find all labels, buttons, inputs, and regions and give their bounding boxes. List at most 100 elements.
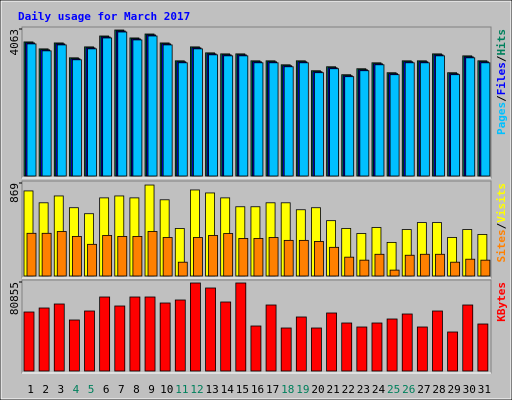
x-tick-label: 6: [103, 383, 110, 396]
x-tick-label: 16: [251, 383, 264, 396]
chart-title: Daily usage for March 2017: [18, 10, 190, 23]
legend-entry: Files: [495, 62, 508, 95]
x-tick-label: 10: [160, 383, 173, 396]
x-tick-label: 2: [42, 383, 49, 396]
bar: [223, 233, 234, 277]
bar: [268, 62, 279, 177]
legend: Sites/Visits: [495, 183, 508, 263]
bar: [162, 237, 173, 277]
bar: [326, 312, 337, 372]
x-tick-label: 25: [387, 383, 400, 396]
bar: [450, 261, 461, 277]
bar: [477, 323, 489, 372]
bar: [435, 55, 445, 177]
bar: [329, 246, 339, 277]
bar: [159, 302, 171, 372]
x-tick-label: 29: [448, 383, 461, 396]
bar: [268, 237, 279, 277]
x-tick-label: 26: [402, 383, 415, 396]
bar: [87, 48, 97, 177]
x-tick-label: 14: [221, 383, 235, 396]
bar: [480, 62, 491, 177]
x-tick-label: 20: [311, 383, 324, 396]
bar: [404, 254, 415, 277]
bar: [132, 39, 143, 177]
x-tick-label: 8: [133, 383, 140, 396]
bar: [238, 238, 249, 277]
bar: [283, 239, 294, 277]
bar: [26, 43, 37, 177]
bar: [53, 303, 65, 372]
x-tick-label: 27: [417, 383, 430, 396]
x-tick-label: 4: [73, 383, 80, 396]
x-tick-label: 1: [27, 383, 34, 396]
x-tick-label: 7: [118, 383, 125, 396]
bar: [117, 31, 128, 177]
x-tick-label: 31: [478, 383, 491, 396]
bar: [41, 232, 52, 277]
bar: [162, 44, 173, 177]
bar: [371, 322, 383, 372]
bar: [250, 325, 262, 372]
bar: [220, 301, 232, 372]
x-tick-label: 30: [463, 383, 476, 396]
x-tick-label: 28: [432, 383, 445, 396]
bar: [462, 304, 474, 372]
bar: [329, 68, 339, 177]
bar: [386, 318, 398, 372]
bar: [265, 304, 277, 372]
bar: [208, 54, 218, 177]
x-tick-label: 15: [236, 383, 249, 396]
x-tick-label: 24: [372, 383, 386, 396]
legend-entry: Sites: [495, 229, 508, 262]
bar: [298, 239, 309, 277]
bar: [26, 232, 37, 277]
bar: [359, 259, 370, 277]
bar: [419, 62, 430, 177]
bar: [223, 55, 234, 177]
bar: [87, 243, 97, 277]
bar: [404, 62, 415, 177]
x-tick-label: 11: [175, 383, 188, 396]
bar: [144, 296, 156, 372]
bar: [190, 282, 201, 372]
bar: [480, 259, 491, 277]
bar: [238, 55, 249, 177]
bar: [447, 331, 459, 372]
bar: [177, 261, 188, 277]
x-tick-label: 13: [205, 383, 218, 396]
bar: [419, 253, 430, 277]
bar: [147, 35, 158, 177]
x-tick-label: 21: [327, 383, 340, 396]
bar: [71, 236, 82, 277]
bar: [174, 299, 186, 372]
bar: [465, 258, 476, 277]
bar: [71, 59, 82, 177]
bar: [41, 50, 52, 177]
bar: [298, 62, 309, 177]
bar: [311, 327, 322, 372]
bar: [129, 296, 141, 372]
legend-entry: Visits: [495, 183, 508, 223]
bar: [401, 313, 413, 372]
bar: [253, 62, 264, 177]
bar: [147, 231, 158, 277]
bar: [84, 310, 95, 372]
x-tick-label: 12: [190, 383, 203, 396]
y-tick-label: 80855: [8, 282, 21, 315]
x-tick-label: 3: [58, 383, 65, 396]
legend-entry: Pages: [495, 102, 508, 135]
bar: [68, 319, 80, 372]
bar: [102, 37, 113, 177]
legend: Pages/Files/Hits: [495, 29, 508, 135]
bar: [132, 236, 143, 277]
legend-separator: /: [495, 55, 508, 62]
legend-entry: KBytes: [495, 282, 508, 322]
legend-separator: /: [495, 95, 508, 102]
x-tick-label: 19: [296, 383, 309, 396]
bar: [205, 287, 216, 372]
x-tick-label: 22: [342, 383, 355, 396]
bar: [99, 296, 111, 372]
